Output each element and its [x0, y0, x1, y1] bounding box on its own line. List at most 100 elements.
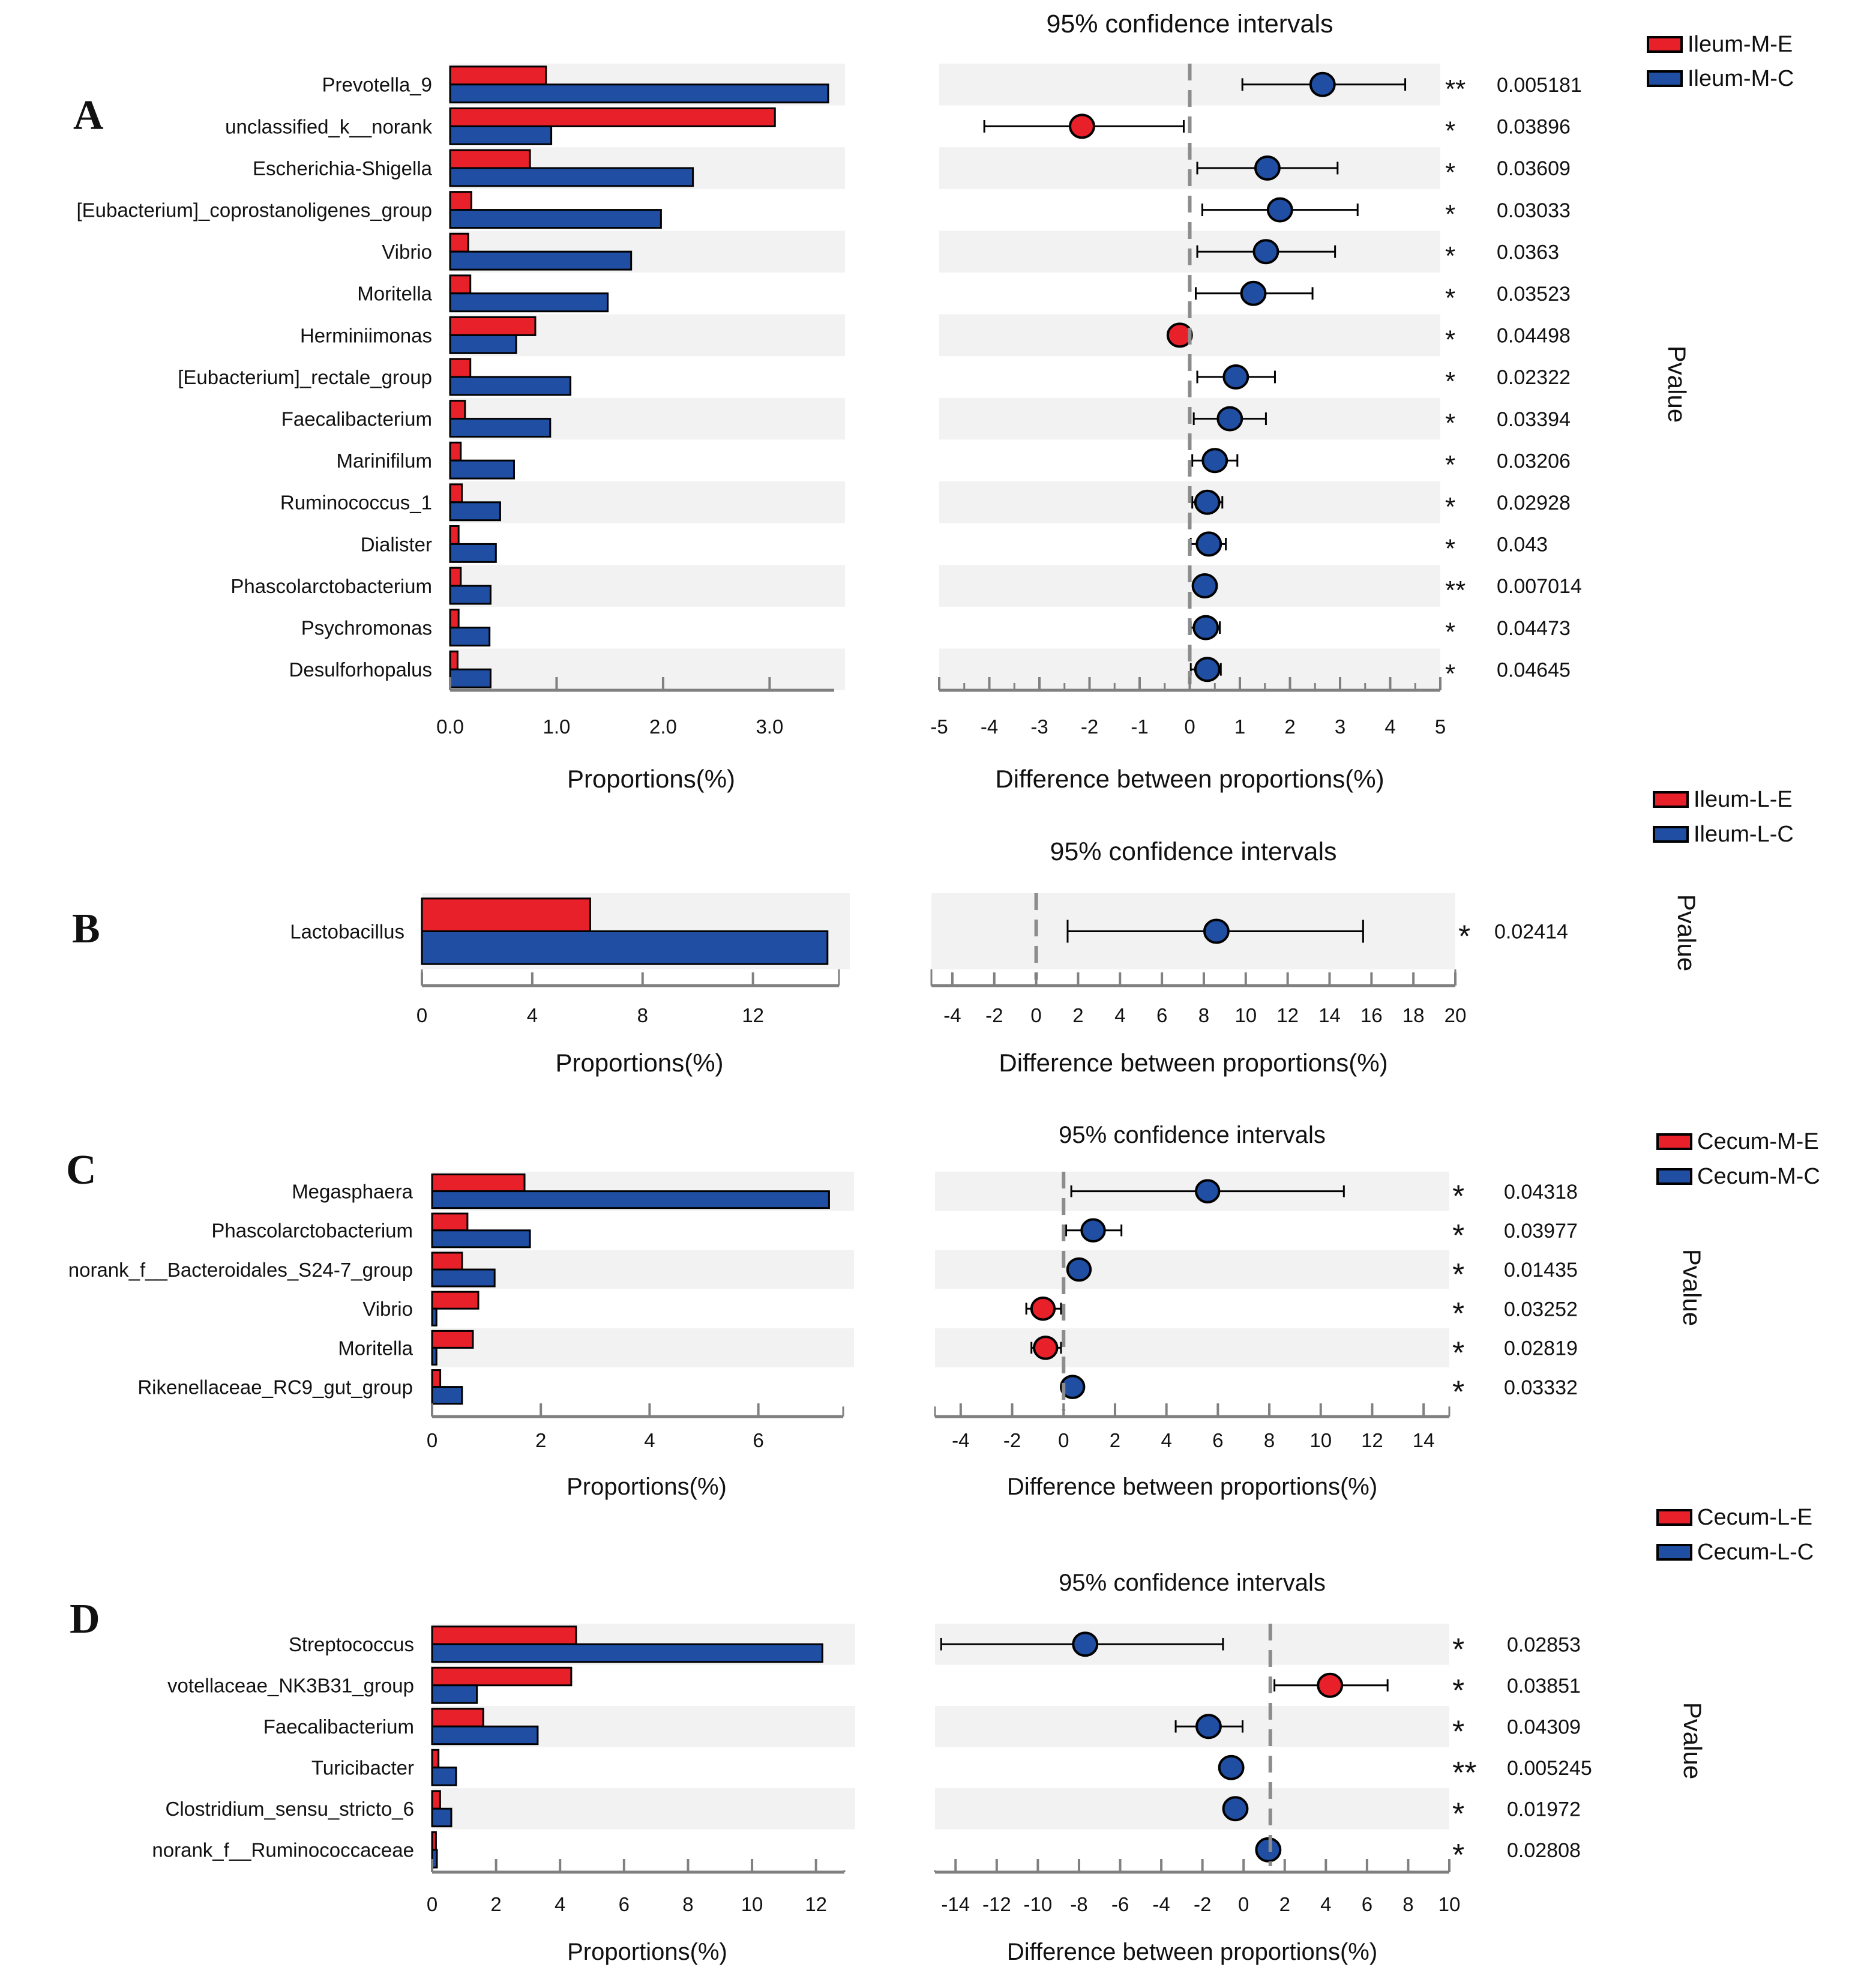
- panel-a-ci-point: [1201, 448, 1228, 474]
- panel-b-ci-tick-label: 18: [1402, 1004, 1425, 1026]
- panel-a-significance-stars: **: [1445, 74, 1466, 104]
- panel-a-stripe: [450, 481, 845, 523]
- panel-a-bar-e: [449, 609, 460, 629]
- panel-d-bar-e: [431, 1831, 437, 1851]
- panel-a-significance-stars: *: [1445, 492, 1455, 522]
- panel-b-prop-tick-label: 0: [416, 1004, 427, 1026]
- panel-a-category-label: Faecalibacterium: [281, 408, 432, 430]
- panel-d-legend-label: Cecum-L-C: [1697, 1540, 1814, 1565]
- panel-a-pvalue: 0.03394: [1497, 408, 1571, 431]
- panel-c-prop-tick-label: 0: [427, 1429, 437, 1451]
- panel-d-significance-stars: *: [1452, 1632, 1464, 1667]
- panel-d-stripe: [432, 1788, 855, 1830]
- panel-c-pvalue: 0.03332: [1504, 1376, 1578, 1399]
- panel-d-ci-tick-label: -2: [1194, 1893, 1211, 1915]
- panel-d-bar-c: [431, 1807, 452, 1828]
- panel-d-category-label: Faecalibacterium: [263, 1715, 414, 1738]
- panel-a-bar-c: [449, 334, 517, 354]
- panel-d-prop-tick-label: 10: [741, 1893, 763, 1915]
- panel-b-legend-swatch: [1653, 826, 1689, 843]
- panel-a-bar-e: [449, 650, 458, 670]
- panel-c-pvalue: 0.03252: [1504, 1298, 1578, 1321]
- panel-a-bar-c: [449, 418, 552, 438]
- panel-d-pvalue: 0.01972: [1507, 1798, 1581, 1821]
- panel-a-category-label: unclassified_k__norank: [225, 115, 432, 137]
- panel-c-category-label: Moritella: [338, 1337, 413, 1359]
- panel-c-ci-point: [1060, 1375, 1086, 1399]
- panel-d-bar-c: [431, 1767, 457, 1786]
- panel-a-bar-e: [449, 400, 466, 420]
- panel-a-prop-tick-label: 3.0: [756, 715, 783, 738]
- panel-c-ci-title: 95% confidence intervals: [1059, 1122, 1326, 1148]
- panel-a-legend-swatch: [1647, 36, 1683, 53]
- panel-a-pvalue: 0.007014: [1497, 575, 1582, 598]
- panel-a-ci-tick-label: -2: [1081, 715, 1098, 738]
- panel-a-bar-c: [449, 125, 553, 145]
- panel-a-pvalue: 0.03523: [1497, 283, 1571, 306]
- panel-b-ci-tick-label: 8: [1198, 1004, 1209, 1026]
- panel-a-significance-stars: *: [1445, 283, 1455, 313]
- panel-a-category-label: Vibrio: [382, 241, 432, 263]
- panel-a-ci-point: [1069, 113, 1095, 139]
- panel-a-bar-c: [449, 627, 491, 647]
- panel-a-significance-stars: *: [1445, 325, 1455, 354]
- panel-d-ci-tick-label: -8: [1070, 1893, 1087, 1915]
- panel-c-prop-xlabel: Proportions(%): [567, 1474, 727, 1500]
- panel-a-ci-tick-label: -4: [981, 715, 998, 738]
- panel-a-significance-stars: *: [1445, 618, 1455, 647]
- panel-a-significance-stars: *: [1445, 158, 1455, 187]
- panel-c-ci-point: [1066, 1257, 1092, 1282]
- panel-c-ci-tick-label: 14: [1413, 1429, 1435, 1451]
- panel-c-pvalue: 0.04318: [1504, 1181, 1578, 1203]
- panel-a-ci-tick-label: 0: [1184, 715, 1195, 738]
- panel-a-pvalue: 0.04498: [1497, 325, 1571, 348]
- panel-a-pvalue: 0.02928: [1497, 492, 1571, 514]
- panel-a-bar-e: [449, 358, 472, 378]
- panel-c-legend-label: Cecum-M-E: [1697, 1129, 1819, 1154]
- panel-a-ci-tick-label: -5: [930, 715, 948, 738]
- panel-d-bar-e: [431, 1708, 484, 1727]
- panel-c-bar-c: [431, 1268, 496, 1288]
- panel-a-ci-point: [1194, 657, 1221, 682]
- panel-c-prop-tick-label: 4: [644, 1429, 655, 1451]
- panel-a-ci-point: [1240, 280, 1267, 306]
- panel-c-ci-xlabel: Difference between proportions(%): [1007, 1474, 1377, 1500]
- panel-c-category-label: norank_f__Bacteroidales_S24-7_group: [68, 1259, 413, 1281]
- panel-a-category-label: Dialister: [361, 533, 432, 555]
- panel-d-letter: D: [70, 1596, 100, 1642]
- panel-a-prop-tick-label: 2.0: [649, 715, 677, 738]
- panel-c-ci-tick-label: 0: [1058, 1429, 1069, 1451]
- panel-d-pvalue: 0.005245: [1507, 1757, 1592, 1780]
- panel-a-bar-e: [449, 441, 462, 462]
- panel-c-bar-c: [431, 1190, 830, 1209]
- panel-c-bar-c: [431, 1229, 531, 1249]
- panel-d-significance-stars: *: [1452, 1714, 1464, 1749]
- panel-b-ci-tick-label: 20: [1445, 1004, 1467, 1026]
- panel-c-category-label: Rikenellaceae_RC9_gut_group: [137, 1376, 413, 1398]
- panel-c-significance-stars: *: [1452, 1179, 1464, 1214]
- panel-c-ci-stripe: [935, 1328, 1449, 1367]
- panel-b-ci-tick-label: -4: [943, 1004, 961, 1026]
- panel-d-bar-e: [431, 1790, 441, 1810]
- panel-a-ci-point: [1195, 531, 1222, 557]
- panel-d-prop-tick-label: 4: [555, 1893, 565, 1915]
- panel-b-category-label: Lactobacillus: [290, 920, 404, 942]
- panel-a-significance-stars: *: [1445, 241, 1455, 271]
- panel-a-category-label: Moritella: [357, 283, 432, 305]
- panel-a-category-label: Prevotella_9: [322, 74, 432, 96]
- panel-b-ci-tick-label: -2: [985, 1004, 1003, 1026]
- panel-c-ci-tick-label: -2: [1003, 1429, 1021, 1451]
- panel-a-ci-point: [1194, 489, 1221, 515]
- panel-a-bar-c: [449, 83, 829, 104]
- panel-a-bar-e: [449, 149, 531, 169]
- panel-c-bar-c: [431, 1346, 437, 1366]
- panel-b-legend-label: Ileum-L-C: [1694, 822, 1794, 847]
- panel-a-bar-c: [449, 668, 492, 688]
- panel-d-ci-tick-label: 0: [1238, 1893, 1249, 1915]
- panel-c-ci-tick-label: -4: [952, 1429, 969, 1451]
- panel-c-significance-stars: *: [1452, 1297, 1464, 1331]
- panel-d-significance-stars: *: [1452, 1673, 1464, 1708]
- panel-a-category-label: [Eubacterium]_rectale_group: [178, 366, 432, 388]
- panel-d-ci-title: 95% confidence intervals: [1059, 1570, 1326, 1596]
